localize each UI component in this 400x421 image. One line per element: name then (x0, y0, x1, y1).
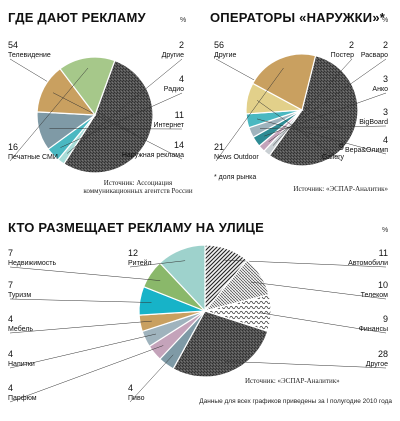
category-label-туризм: Туризм (8, 292, 31, 299)
value-label-туризм: 7 (8, 280, 13, 290)
value-label-телевидение: 54 (8, 40, 18, 50)
leader-line-автомобили (223, 259, 387, 268)
pie-slice-печатные-сми (59, 56, 116, 117)
category-label-печатные-сми: Печатные СМИ (8, 154, 58, 161)
category-label-интернет: Интернет (153, 122, 184, 129)
chart-2-source: Источник: «ЭСПАР-Аналитик» (293, 185, 388, 193)
category-label-расваро: Расваро (361, 52, 388, 59)
category-label-анко: Анко (372, 86, 388, 93)
leader-line-недвижимость (9, 266, 161, 281)
pie-slice-news-outdoor (251, 53, 317, 111)
chart-2-unit: % (382, 17, 388, 24)
value-label-вера-олимп: 4 (383, 135, 388, 145)
category-label-телеком: Телеком (361, 292, 389, 299)
value-label-телеком: 10 (378, 280, 388, 290)
chart-3-source: Источник: «ЭСПАР-Аналитик» (245, 377, 340, 385)
category-label-пиво: Пиво (128, 395, 145, 402)
leader-line-другое (224, 361, 387, 369)
leader-line-news-outdoor (215, 67, 284, 162)
category-label-недвижимость: Недвижимость (8, 260, 57, 267)
value-label-интернет: 11 (175, 110, 184, 120)
category-label-gallery: Gallery (322, 154, 345, 161)
pie-slice-другие (268, 54, 359, 167)
value-label-другие: 2 (179, 40, 184, 50)
value-label-пиво: 4 (128, 383, 133, 393)
category-label-автомобили: Автомобили (348, 259, 388, 267)
chart-1-source-line-2: коммуникационных агентств России (83, 187, 193, 195)
category-label-парфюм: Парфюм (8, 395, 37, 402)
chart-3-note: Данные для всех графиков приведены за I … (199, 398, 392, 405)
leader-line-анко (264, 92, 387, 137)
chart-1-pie: 54 Телевидение 2 Другие 4 Радио 11 Интернет 14 На… (8, 40, 185, 174)
value-label-печатные-сми: 16 (8, 142, 18, 152)
value-label-анко: 3 (383, 74, 388, 84)
category-label-другие: Другие (162, 52, 185, 59)
chart-2-pie: 56 Другие 2 Постер 2 Расваро 3 Анко 3 BigBoard 4 Ве… (214, 40, 388, 167)
category-label-другое: Другое (366, 361, 388, 368)
value-label-другие: 56 (214, 40, 224, 50)
chart-3-unit: % (382, 227, 388, 234)
chart-2-footnote: * доля рынка (214, 174, 256, 181)
pie-slice-ритейл (158, 244, 206, 313)
leader-line-интернет (49, 128, 183, 130)
leader-line-gallery (256, 100, 343, 162)
value-label-недвижимость: 7 (8, 248, 13, 258)
category-label-другие: Другие (214, 52, 237, 59)
category-label-news-outdoor: News Outdoor (214, 154, 259, 161)
leader-line-туризм (9, 298, 152, 303)
value-label-автомобили: 11 (379, 248, 388, 258)
chart-3-title: КТО РАЗМЕЩАЕТ РЕКЛАМУ НА УЛИЦЕ (8, 220, 264, 235)
category-label-напитки: Напитки (8, 361, 35, 368)
value-label-наружная-реклама: 14 (174, 140, 184, 150)
chart-ad-channels: ГДЕ ДАЮТ РЕКЛАМУ % 54 Телевидение 2 Другие 4… (8, 10, 193, 195)
value-label-gallery: 9 (339, 142, 344, 152)
category-label-мебель: Мебель (8, 325, 33, 333)
leader-line-постер (272, 58, 353, 146)
leader-line-другие (66, 58, 183, 154)
value-label-мебель: 4 (8, 314, 13, 324)
leader-line-мебель (9, 320, 152, 334)
value-label-парфюм: 4 (8, 383, 13, 393)
leader-line-парфюм (9, 345, 164, 403)
value-label-напитки: 4 (8, 349, 13, 359)
category-label-вера-олимп: Вера&Олимп (345, 147, 388, 154)
value-label-финансы: 9 (383, 314, 388, 324)
value-label-радио: 4 (179, 74, 184, 84)
chart-1-title: ГДЕ ДАЮТ РЕКЛАМУ (8, 10, 146, 25)
category-label-наружная-реклама: Наружная реклама (122, 152, 184, 159)
leader-line-телеком (250, 281, 387, 300)
category-label-финансы: Финансы (359, 326, 388, 333)
chart-outdoor-advertisers: КТО РАЗМЕЩАЕТ РЕКЛАМУ НА УЛИЦЕ % 11Автом… (8, 220, 392, 405)
leader-line-bigboard (259, 125, 387, 129)
leader-line-финансы (259, 312, 387, 334)
value-label-постер: 2 (349, 40, 354, 50)
value-label-news-outdoor: 21 (214, 142, 224, 152)
leader-line-напитки (9, 333, 157, 369)
value-label-bigboard: 3 (383, 107, 388, 117)
leader-line-наружная-реклама (52, 92, 183, 160)
leader-line-пиво (129, 354, 174, 403)
value-label-расваро: 2 (383, 40, 388, 50)
chart-1-source-line-1: Источник: Ассоциация (104, 179, 173, 187)
category-label-телевидение: Телевидение (8, 52, 51, 59)
pie-slice-другое (172, 310, 269, 378)
leader-line-ритейл (129, 260, 186, 268)
pie-slice-телевидение (63, 59, 154, 174)
leader-line-радио (60, 92, 183, 148)
category-label-bigboard: BigBoard (359, 119, 388, 126)
leader-line-вера-олимп (256, 118, 387, 155)
category-label-постер: Постер (331, 52, 354, 59)
chart-1-unit: % (180, 17, 186, 24)
leader-line-печатные-сми (9, 67, 89, 162)
chart-outdoor-operators: ОПЕРАТОРЫ «НАРУЖКИ»* % 56Другие2Постер2Р… (210, 10, 388, 193)
category-label-ритейл: Ритейл (128, 259, 152, 267)
value-label-ритейл: 12 (128, 248, 138, 258)
value-label-другое: 28 (378, 349, 388, 359)
category-label-радио: Радио (164, 86, 184, 93)
chart-2-title: ОПЕРАТОРЫ «НАРУЖКИ»* (210, 10, 386, 25)
